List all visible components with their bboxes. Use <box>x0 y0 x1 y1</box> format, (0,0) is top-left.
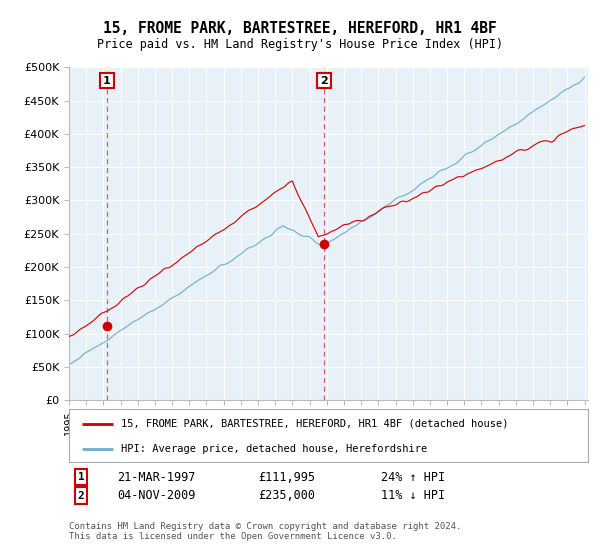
Text: 11% ↓ HPI: 11% ↓ HPI <box>381 489 445 502</box>
Text: This data is licensed under the Open Government Licence v3.0.: This data is licensed under the Open Gov… <box>69 532 397 541</box>
Text: Contains HM Land Registry data © Crown copyright and database right 2024.: Contains HM Land Registry data © Crown c… <box>69 522 461 531</box>
Text: 21-MAR-1997: 21-MAR-1997 <box>117 470 196 484</box>
Text: 15, FROME PARK, BARTESTREE, HEREFORD, HR1 4BF: 15, FROME PARK, BARTESTREE, HEREFORD, HR… <box>103 21 497 36</box>
Text: HPI: Average price, detached house, Herefordshire: HPI: Average price, detached house, Here… <box>121 444 427 454</box>
Text: 15, FROME PARK, BARTESTREE, HEREFORD, HR1 4BF (detached house): 15, FROME PARK, BARTESTREE, HEREFORD, HR… <box>121 419 508 429</box>
Text: £111,995: £111,995 <box>258 470 315 484</box>
Text: Price paid vs. HM Land Registry's House Price Index (HPI): Price paid vs. HM Land Registry's House … <box>97 38 503 50</box>
Text: £235,000: £235,000 <box>258 489 315 502</box>
Text: 1: 1 <box>103 76 111 86</box>
Text: 2: 2 <box>77 491 85 501</box>
Text: 04-NOV-2009: 04-NOV-2009 <box>117 489 196 502</box>
Text: 1: 1 <box>77 472 85 482</box>
Text: 24% ↑ HPI: 24% ↑ HPI <box>381 470 445 484</box>
Text: 2: 2 <box>320 76 328 86</box>
